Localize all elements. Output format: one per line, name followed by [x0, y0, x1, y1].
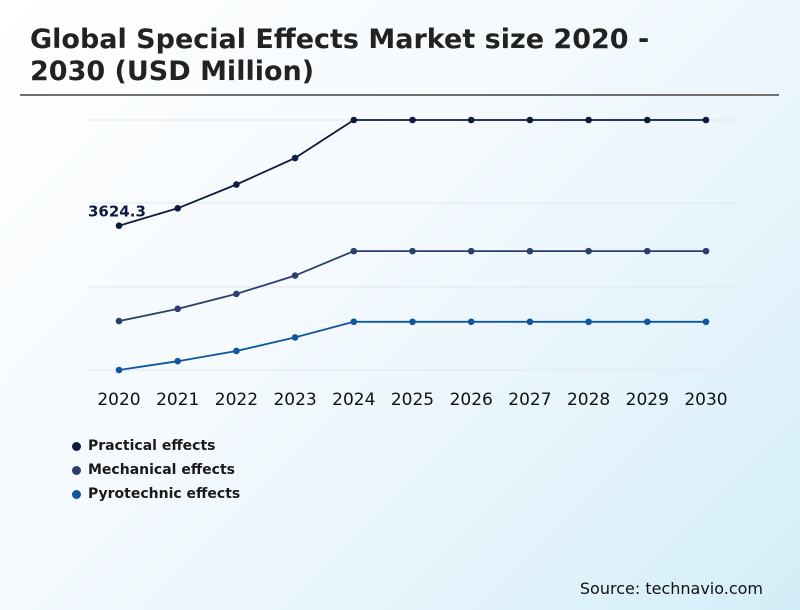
data-labels: 3624.3: [88, 203, 146, 221]
data-point-s2-2026: [467, 318, 475, 326]
x-tick-2021: 2021: [156, 390, 199, 410]
x-tick-2028: 2028: [567, 390, 610, 410]
data-point-s0-2022: [233, 181, 240, 188]
data-point-s0-2030: [702, 116, 710, 124]
data-point-s2-2030: [702, 318, 710, 326]
data-point-s0-2021: [174, 205, 181, 212]
x-tick-2020: 2020: [97, 390, 140, 410]
data-point-s1-2027: [526, 247, 534, 255]
x-tick-2022: 2022: [215, 390, 258, 410]
data-point-s1-2029: [644, 247, 651, 255]
chart-title: Global Special Effects Market size 2020 …: [30, 24, 650, 87]
legend-label: Pyrotechnic effects: [88, 486, 241, 502]
series-2: [115, 318, 710, 374]
grid-lines: [90, 119, 736, 371]
x-tick-2023: 2023: [273, 390, 316, 410]
legend-marker-icon: [72, 465, 81, 475]
x-tick-2030: 2030: [684, 390, 727, 410]
data-point-s2-2024: [350, 318, 358, 326]
data-point-s0-2020: [115, 222, 123, 229]
data-point-s2-2020: [115, 366, 123, 374]
data-point-s1-2024: [350, 247, 358, 255]
chart-legend: Practical effects Mechanical effects Pyrot…: [72, 434, 240, 506]
data-point-s2-2023: [291, 334, 299, 341]
data-point-s1-2030: [702, 247, 710, 255]
legend-item-0: Practical effects: [72, 434, 240, 458]
data-point-s1-2023: [291, 272, 299, 279]
data-point-s1-2028: [585, 247, 592, 255]
data-point-s2-2021: [174, 357, 181, 365]
data-point-s0-2026: [467, 116, 475, 124]
data-point-s1-2020: [115, 317, 123, 325]
x-axis-ticks: 2020 2021 2022 2023 2024 2025 2026 2027 2028 2029…: [97, 390, 727, 410]
data-point-s0-2024: [350, 116, 358, 124]
legend-item-2: Pyrotechnic effects: [72, 482, 240, 506]
series-line-2: [118, 320, 706, 371]
series-1: [115, 247, 710, 325]
x-tick-2027: 2027: [508, 390, 551, 410]
title-divider: [20, 94, 779, 96]
x-tick-2026: 2026: [450, 390, 493, 410]
data-point-s1-2026: [467, 247, 475, 255]
data-point-s2-2025: [409, 318, 416, 326]
x-tick-2025: 2025: [391, 390, 434, 410]
legend-marker-icon: [72, 489, 81, 499]
data-point-s0-2025: [409, 116, 416, 124]
x-tick-2024: 2024: [332, 390, 375, 410]
data-point-s0-2028: [585, 116, 592, 124]
series-0: [115, 116, 710, 229]
data-point-s2-2027: [526, 318, 534, 326]
legend-label: Mechanical effects: [88, 462, 235, 478]
data-point-s0-2029: [644, 116, 651, 124]
data-point-s2-2029: [644, 318, 651, 326]
data-point-s1-2022: [233, 290, 240, 298]
legend-item-1: Mechanical effects: [72, 458, 240, 482]
series-lines: [115, 116, 710, 374]
legend-label: Practical effects: [88, 438, 216, 454]
legend-marker-icon: [72, 441, 81, 451]
series-line-1: [118, 250, 706, 322]
source-credit: Source: technavio.com: [579, 579, 763, 598]
data-point-s2-2028: [585, 318, 592, 326]
data-label-0: 3624.3: [88, 203, 146, 221]
data-point-s1-2021: [174, 305, 181, 313]
data-point-s1-2025: [409, 247, 416, 255]
series-line-0: [118, 119, 706, 227]
x-tick-2029: 2029: [626, 390, 669, 410]
data-point-s0-2023: [291, 154, 299, 162]
data-point-s2-2022: [233, 347, 240, 355]
data-point-s0-2027: [526, 116, 534, 124]
